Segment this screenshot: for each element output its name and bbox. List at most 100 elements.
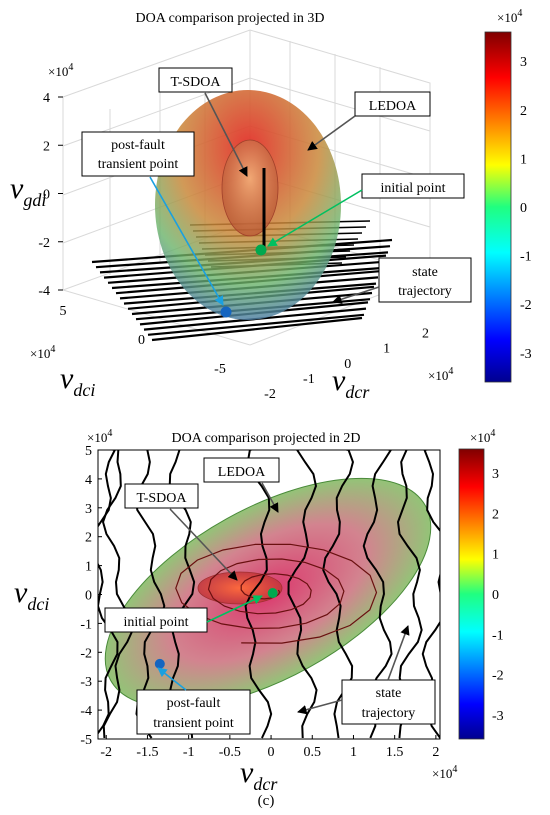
tsdoa-region-2d [197, 571, 283, 605]
x-tick-label: 0 [344, 357, 351, 372]
z-axis-3d-ticks: 4 2 0 -2 -4 [38, 91, 63, 299]
trajectory-strand [98, 450, 119, 735]
trajectory-strand [101, 450, 134, 739]
colorbar-tick-label: -2 [492, 669, 504, 684]
annotation-trajectory-2d: state trajectory [297, 625, 436, 725]
chart-3d-title: DOA comparison projected in 3D [136, 11, 325, 26]
svg-text:T-SDOA: T-SDOA [136, 491, 187, 506]
svg-text:LEDOA: LEDOA [369, 99, 417, 114]
y-tick-label: 2 [85, 531, 92, 546]
y-tick-label: -2 [80, 646, 92, 661]
y-tick-label: 4 [85, 473, 92, 488]
z-tick-label: 2 [43, 139, 50, 154]
z-tick-label: 4 [43, 91, 50, 106]
x-tick-label: 1.5 [386, 745, 404, 760]
initial-point-3d [255, 244, 267, 256]
colorbar-tick-label: -2 [520, 298, 532, 313]
x-tick-label: -1 [183, 745, 195, 760]
svg-text:trajectory: trajectory [398, 284, 452, 299]
z-tick-label: -4 [38, 284, 50, 299]
colorbar-3d [484, 31, 512, 383]
colorbar-tick-label: 1 [520, 152, 527, 167]
trajectory-swirl [175, 543, 378, 644]
colorbar-tick-label: -3 [520, 347, 532, 362]
x-tick-label: 0 [268, 745, 275, 760]
y-axis-2d-exponent: ×104 [87, 428, 112, 445]
x-axis-2d-ticks: -2 -1.5 -1 -0.5 0 0.5 1 1.5 2 [100, 735, 439, 760]
x-axis-3d-exponent: ×104 [428, 366, 453, 383]
svg-text:state: state [376, 686, 402, 701]
x-axis-3d-label: vdcr [332, 364, 370, 402]
y-axis-2d-label: vdci [14, 576, 49, 614]
chart-3d: DOA comparison projected in 3D 4 2 0 -2 -4 ×… [10, 8, 532, 402]
chart-2d: DOA comparison projected in 2D ×104 LEDO… [14, 428, 504, 794]
z-tick-label: 0 [43, 188, 50, 203]
trajectory-segment [151, 316, 363, 342]
y-tick-label: 5 [85, 444, 92, 459]
annotation-ledoa-3d: LEDOA [307, 91, 431, 151]
colorbar-tick-label: 0 [492, 588, 499, 603]
svg-text:state: state [412, 265, 438, 280]
tsdoa-surface-3d [221, 139, 279, 237]
svg-text:LEDOA: LEDOA [218, 465, 266, 480]
y-tick-label: -3 [80, 675, 92, 690]
colorbar-tick-label: 1 [492, 548, 499, 563]
figure-caption: (c) [258, 793, 275, 809]
y-tick-label: 5 [60, 304, 67, 319]
x-tick-label: 1 [350, 745, 357, 760]
x-tick-label: -0.5 [219, 745, 241, 760]
svg-text:trajectory: trajectory [362, 706, 416, 721]
post-fault-point-2d [154, 658, 165, 669]
svg-text:initial point: initial point [124, 615, 189, 630]
x-tick-label: 0.5 [304, 745, 322, 760]
colorbar-tick-label: 2 [520, 104, 527, 119]
svg-text:T-SDOA: T-SDOA [170, 75, 221, 90]
y-tick-label: -5 [80, 733, 92, 748]
colorbar-tick-label: 0 [520, 201, 527, 216]
y-tick-label: 0 [85, 589, 92, 604]
svg-text:post-fault: post-fault [167, 696, 221, 711]
y-axis-2d-ticks: 5 4 3 2 1 0 -1 -2 -3 -4 -5 [80, 444, 102, 748]
colorbar-tick-label: -1 [520, 250, 532, 265]
annotation-ledoa-2d: LEDOA [203, 457, 280, 513]
annotation-initial-point-3d: initial point [267, 173, 465, 247]
y-tick-label: -4 [80, 704, 92, 719]
z-axis-3d-label: vgdi [10, 172, 46, 210]
x-axis-3d-ticks: -2 -1 0 1 2 [264, 327, 429, 402]
colorbar-2d-ticks: 3 2 1 0 -1 -2 -3 [492, 467, 504, 724]
colorbar-2d-exponent: ×104 [470, 428, 495, 445]
colorbar-3d-exponent: ×104 [497, 8, 522, 25]
annotation-tsdoa-2d: T-SDOA [124, 483, 238, 581]
x-tick-label: -2 [100, 745, 112, 760]
x-tick-label: 1 [383, 342, 390, 357]
colorbar-3d-ticks: 3 2 1 0 -1 -2 -3 [520, 55, 532, 362]
y-tick-label: 1 [85, 560, 92, 575]
annotation-postfault-3d: post-fault transient point [81, 131, 224, 306]
initial-point-2d [267, 588, 278, 599]
svg-text:initial point: initial point [381, 181, 446, 196]
trajectory-strand [287, 450, 318, 739]
colorbar-tick-label: -1 [492, 628, 504, 643]
annotation-tsdoa-3d: T-SDOA [158, 67, 248, 177]
x-tick-label: -1.5 [136, 745, 158, 760]
chart-2d-title: DOA comparison projected in 2D [172, 431, 361, 446]
colorbar-tick-label: 2 [492, 507, 499, 522]
x-tick-label: 2 [432, 745, 439, 760]
svg-text:transient point: transient point [98, 157, 179, 172]
y-axis-3d-label: vdci [60, 362, 95, 400]
annotation-initial-point-2d: initial point [104, 595, 263, 633]
y-tick-label: 0 [138, 333, 145, 348]
y-axis-3d-ticks: 5 0 -5 [60, 304, 226, 377]
y-tick-label: -5 [214, 362, 226, 377]
colorbar-tick-label: 3 [492, 467, 499, 482]
trajectory-strand [244, 450, 273, 739]
x-tick-label: -1 [303, 372, 315, 387]
x-axis-2d-label: vdcr [240, 756, 278, 794]
colorbar-tick-label: -3 [492, 709, 504, 724]
colorbar-2d [458, 448, 485, 740]
z-tick-label: -2 [38, 236, 50, 251]
trajectory-segment [147, 313, 365, 336]
x-tick-label: -2 [264, 387, 276, 402]
svg-text:transient point: transient point [153, 716, 234, 731]
